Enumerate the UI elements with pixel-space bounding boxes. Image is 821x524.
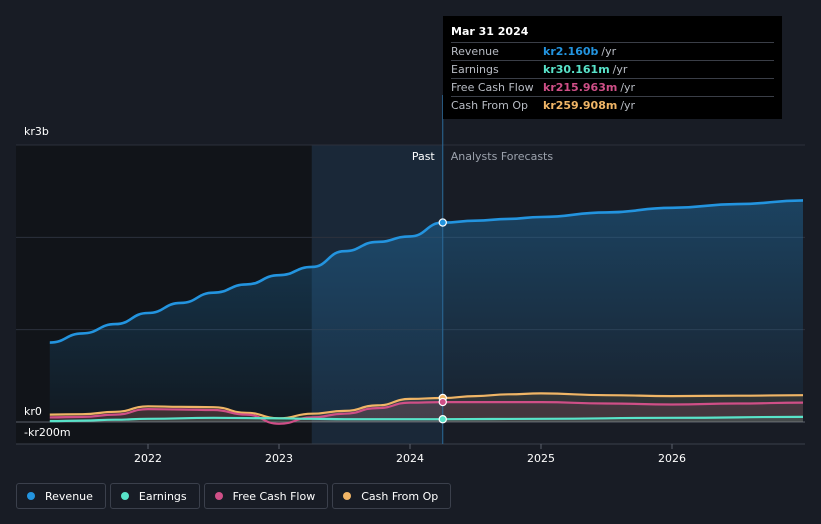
tooltip-label: Free Cash Flow: [451, 81, 534, 94]
revenue-dot-icon: [27, 492, 35, 500]
tooltip: Mar 31 2024 Revenue kr2.160b /yr Earning…: [443, 16, 782, 119]
free-cash-flow-marker: [438, 397, 447, 407]
x-tick-label: 2023: [265, 452, 293, 465]
x-axis: 2022 2023 2024 2025 2026: [134, 444, 686, 465]
legend-label: Revenue: [45, 489, 93, 503]
tooltip-value: kr30.161m: [543, 63, 610, 76]
earnings-line: [49, 415, 804, 423]
legend-item-cash-from-op[interactable]: Cash From Op: [332, 483, 452, 509]
revenue-line: [49, 199, 804, 344]
tooltip-row-revenue: Revenue kr2.160b /yr: [451, 42, 774, 60]
cash-from-op-line: [49, 392, 804, 420]
series-lines: [49, 199, 804, 425]
y-axis-label-min: -kr200m: [24, 426, 71, 439]
forecast-label: Analysts Forecasts: [451, 150, 554, 163]
y-axis-label-max: kr3b: [24, 125, 49, 138]
tooltip-unit: /yr: [601, 45, 617, 58]
x-tick-label: 2024: [396, 452, 424, 465]
legend-label: Cash From Op: [361, 489, 439, 503]
tooltip-label: Revenue: [451, 45, 499, 58]
y-axis-label-zero: kr0: [24, 405, 42, 418]
tooltip-row-earnings: Earnings kr30.161m /yr: [451, 60, 774, 78]
series-markers: [438, 218, 447, 424]
legend-item-earnings[interactable]: Earnings: [109, 483, 200, 509]
free-cash-flow-line: [49, 400, 804, 425]
legend-item-free-cash-flow[interactable]: Free Cash Flow: [203, 483, 329, 509]
tooltip-value: kr2.160b: [543, 45, 599, 58]
tooltip-row-free-cash-flow: Free Cash Flow kr215.963m /yr: [451, 78, 774, 96]
revenue-area: [49, 200, 804, 422]
legend: Revenue Earnings Free Cash Flow Cash Fro…: [16, 483, 452, 509]
tooltip-label: Earnings: [451, 63, 499, 76]
x-tick-label: 2026: [658, 452, 686, 465]
revenue-marker: [438, 218, 447, 227]
cash-from-op-dot-icon: [343, 492, 352, 500]
tooltip-unit: /yr: [620, 81, 636, 94]
legend-label: Free Cash Flow: [232, 489, 316, 503]
x-tick-label: 2022: [134, 452, 162, 465]
tooltip-row-cash-from-op: Cash From Op kr259.908m /yr: [451, 96, 774, 114]
tooltip-date: Mar 31 2024: [451, 25, 529, 38]
earnings-dot-icon: [120, 492, 129, 500]
earnings-marker: [438, 415, 447, 424]
tooltip-unit: /yr: [620, 99, 636, 112]
tooltip-value: kr215.963m: [543, 81, 618, 94]
tooltip-label: Cash From Op: [451, 99, 529, 112]
tooltip-value: kr259.908m: [543, 99, 618, 112]
x-tick-label: 2025: [527, 452, 555, 465]
free-cash-flow-dot-icon: [214, 492, 223, 500]
tooltip-unit: /yr: [612, 63, 628, 76]
legend-item-revenue[interactable]: Revenue: [16, 483, 106, 509]
legend-label: Earnings: [138, 489, 187, 503]
past-label: Past: [412, 150, 436, 163]
